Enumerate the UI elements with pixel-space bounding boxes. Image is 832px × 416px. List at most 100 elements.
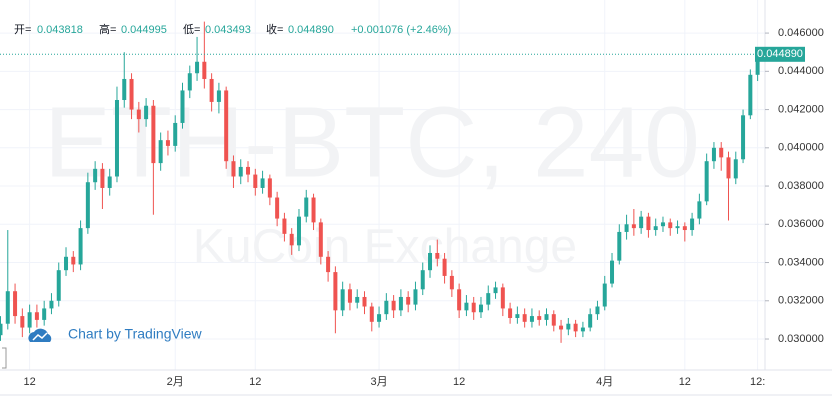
- candle-body: [741, 115, 746, 160]
- candle-body: [668, 222, 673, 229]
- candle-body: [442, 258, 447, 276]
- candle-body: [428, 252, 433, 271]
- y-tick-label: 0.038000: [778, 180, 824, 192]
- candle-body: [610, 260, 615, 284]
- candle-body: [27, 312, 32, 328]
- candle-body: [471, 302, 476, 313]
- candle-body: [697, 201, 702, 219]
- candle-body: [515, 314, 520, 318]
- candle-body: [275, 197, 280, 219]
- candle-body: [0, 323, 3, 336]
- candle-body: [573, 323, 578, 332]
- last-price-label: 0.044890: [757, 48, 803, 60]
- candle-body: [624, 224, 629, 232]
- x-tick-label: 3月: [370, 376, 387, 388]
- candle-body: [20, 316, 25, 328]
- candle-body: [216, 90, 221, 102]
- candle-body: [165, 140, 170, 146]
- candle-body: [238, 166, 243, 177]
- open-value: 0.043818: [37, 24, 83, 36]
- candle-body: [296, 216, 301, 246]
- candle-body: [42, 308, 47, 320]
- candle-body: [748, 74, 753, 116]
- candle-body: [559, 325, 564, 330]
- candle-body: [78, 228, 83, 265]
- candle-body: [100, 168, 105, 188]
- candle-body: [173, 122, 178, 146]
- high-value: 0.044995: [121, 24, 167, 36]
- axes: 0.030000 0.032000 0.034000 0.036000 0.038000…: [23, 27, 823, 388]
- candle-body: [478, 304, 483, 313]
- candle-body: [136, 109, 141, 120]
- candle-body: [595, 306, 600, 315]
- candle-body: [187, 73, 192, 91]
- last-price-tag: [755, 46, 805, 62]
- candle-body: [602, 283, 607, 307]
- candle-body: [508, 308, 513, 318]
- candle-body: [449, 275, 454, 290]
- x-tick-label: 12: [23, 376, 35, 388]
- high-label: 高=: [99, 22, 116, 36]
- candle-body: [326, 256, 331, 273]
- candle-body: [711, 147, 716, 162]
- candle-body: [639, 216, 644, 229]
- candle-body: [56, 270, 61, 301]
- candle-body: [617, 231, 622, 261]
- low-label: 低=: [183, 23, 200, 36]
- candle-body: [391, 300, 396, 311]
- candle-body: [49, 300, 54, 309]
- candle-body: [551, 314, 556, 326]
- candle-body: [209, 78, 214, 102]
- candle-body: [13, 291, 18, 317]
- candle-body: [289, 233, 294, 246]
- candle-body: [195, 61, 200, 74]
- candle-body: [486, 293, 491, 305]
- change: +0.001076 (+2.46%): [351, 24, 451, 36]
- scroll-handle[interactable]: [2, 347, 7, 369]
- x-tick-label: 2月: [167, 376, 184, 388]
- candle-body: [260, 178, 265, 188]
- candle-body: [282, 218, 287, 234]
- y-tick-label: 0.030000: [778, 333, 824, 345]
- candle-body: [457, 289, 462, 311]
- candle-body: [369, 306, 374, 322]
- candle-body: [340, 289, 345, 311]
- candle-body: [406, 296, 411, 305]
- candle-body: [544, 314, 549, 320]
- candle-body: [464, 302, 469, 311]
- candle-body: [122, 78, 127, 101]
- candle-body: [318, 222, 323, 257]
- candle-body: [493, 287, 498, 294]
- candle-body: [500, 287, 505, 309]
- candle-body: [580, 327, 585, 332]
- candle-body: [180, 90, 185, 123]
- candle-body: [435, 252, 440, 259]
- candle-body: [646, 216, 651, 231]
- candle-body: [93, 168, 98, 183]
- branding-text: Chart by TradingView: [68, 326, 202, 342]
- candle-body: [566, 323, 571, 330]
- candle-body: [537, 316, 542, 320]
- candle-body: [704, 161, 709, 202]
- candle-body: [333, 272, 338, 311]
- candle-body: [733, 159, 738, 179]
- branding[interactable]: Chart by TradingView: [28, 326, 202, 342]
- candle-body: [64, 256, 69, 271]
- candle-body: [398, 296, 403, 311]
- candle-body: [224, 90, 229, 162]
- candle-body: [151, 105, 156, 164]
- candle-body: [71, 256, 76, 265]
- candle-body: [660, 222, 665, 227]
- candle-body: [362, 296, 367, 307]
- close-value: 0.044890: [288, 24, 334, 36]
- y-tick-label: 0.042000: [778, 103, 824, 115]
- candle-body: [34, 312, 39, 320]
- candle-body: [682, 226, 687, 231]
- candle-body: [158, 140, 163, 164]
- watermark-symbol: ETH-BTC, 240: [44, 86, 700, 198]
- candle-body: [653, 226, 658, 231]
- candle-body: [129, 78, 134, 110]
- candle-body: [347, 289, 352, 303]
